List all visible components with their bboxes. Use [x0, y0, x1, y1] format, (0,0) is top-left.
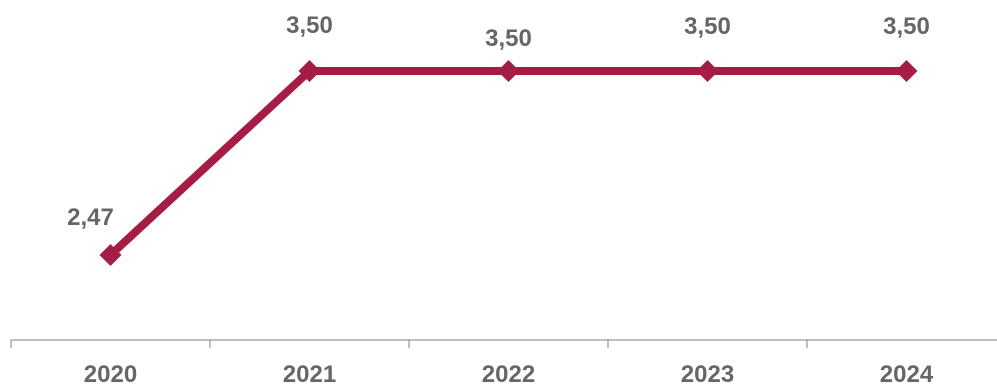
data-point-marker — [99, 244, 122, 266]
data-labels: 2,47 3,50 3,50 3,50 3,50 — [67, 12, 930, 231]
x-tick-label: 2024 — [880, 361, 934, 386]
data-label: 3,50 — [883, 13, 930, 40]
x-tick-label: 2022 — [482, 361, 535, 386]
x-tick-label: 2020 — [84, 361, 137, 386]
data-label: 3,50 — [684, 13, 731, 40]
data-point-marker — [696, 60, 719, 82]
data-label: 3,50 — [286, 12, 333, 39]
series-line — [106, 67, 911, 259]
data-label: 3,50 — [485, 25, 532, 52]
data-point-marker — [895, 60, 918, 82]
data-point-marker — [298, 60, 321, 82]
data-label: 2,47 — [67, 204, 114, 231]
series-rate — [99, 60, 918, 266]
x-tick-label: 2023 — [681, 361, 734, 386]
data-point-marker — [497, 60, 520, 82]
x-tick-label: 2021 — [283, 361, 336, 386]
x-tick-labels: 2020 2021 2022 2023 2024 — [84, 361, 934, 386]
x-axis — [10, 339, 997, 348]
